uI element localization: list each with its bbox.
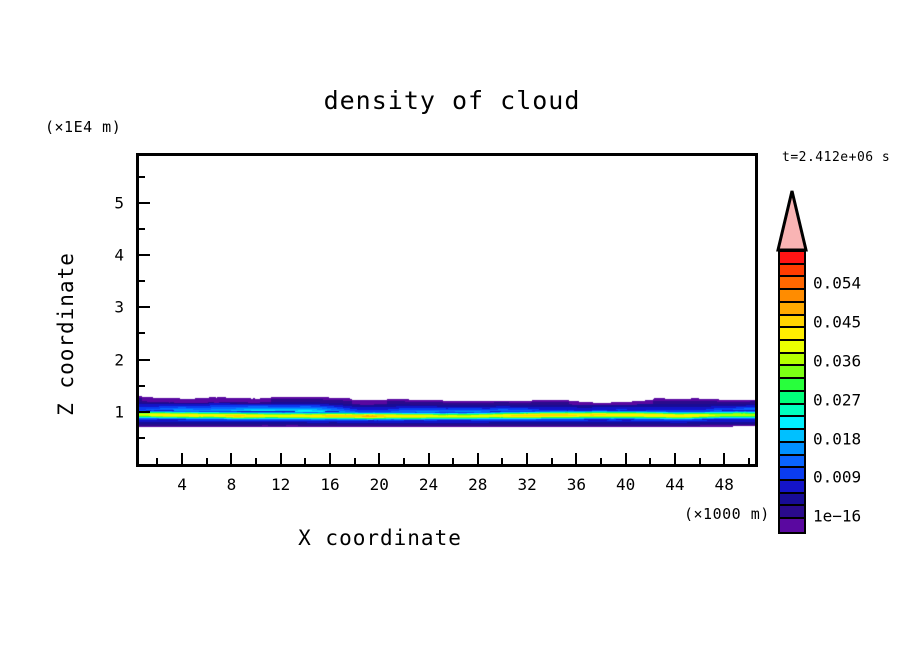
colorbar-band [780,290,804,303]
x-major-tick [328,453,331,464]
y-tick-label: 1 [114,402,124,422]
x-minor-tick [156,458,159,464]
colorbar-band [780,442,804,456]
y-tick-label: 2 [114,350,124,370]
colorbar-tick-label: 0.036 [813,351,862,371]
x-major-tick [230,453,233,464]
x-tick-label: 4 [177,475,187,494]
x-major-tick [427,453,430,464]
y-minor-tick [139,175,145,178]
x-major-tick [279,453,282,464]
x-major-tick [526,453,529,464]
y-axis-title: Z coordinate [54,252,78,416]
colorbar-band [780,430,804,443]
colorbar-band [780,379,804,392]
x-major-tick [723,453,726,464]
x-major-tick [476,453,479,464]
y-tick-label: 4 [114,245,124,265]
y-tick-label: 5 [114,193,124,213]
x-tick-label: 48 [714,475,734,494]
x-unit-label: (×1000 m) [684,505,770,523]
page-title: density of cloud [323,86,581,115]
y-major-tick [139,410,150,413]
colorbar-tick-label: 0.009 [813,467,862,487]
colorbar-tick-label: 0.054 [813,273,862,293]
x-minor-tick [649,458,652,464]
x-tick-label: 28 [468,475,488,494]
colorbar-band [780,366,804,380]
x-major-tick [624,453,627,464]
y-minor-tick [139,228,145,231]
x-minor-tick [402,458,405,464]
plot-area [139,156,755,464]
colorbar-band [780,341,804,354]
colorbar-band [780,302,804,316]
y-major-tick [139,306,150,309]
x-major-tick [673,453,676,464]
x-minor-tick [205,458,208,464]
colorbar-tick-label: 0.045 [813,312,862,332]
colorbar-band [780,252,804,265]
x-tick-label: 8 [226,475,237,494]
y-minor-tick [139,436,145,439]
x-tick-label: 40 [615,475,636,494]
x-tick-label: 36 [566,475,586,494]
colorbar-band [780,328,804,342]
x-minor-tick [255,458,258,464]
y-minor-tick [139,384,145,387]
x-major-tick [181,453,184,464]
x-tick-label: 12 [271,475,291,494]
colorbar-overflow-arrow [776,190,808,252]
x-axis-title: X coordinate [298,526,462,550]
plot-frame [136,153,758,467]
colorbar-band [780,404,804,418]
colorbar-band [780,519,804,532]
x-tick-label: 44 [665,475,685,494]
y-major-tick [139,254,150,257]
y-minor-tick [139,332,145,335]
x-tick-label: 24 [418,475,439,494]
x-minor-tick [698,458,701,464]
x-minor-tick [550,458,553,464]
colorbar-band [780,315,804,329]
colorbar-band [780,468,804,481]
x-minor-tick [600,458,602,464]
colorbar-band [780,480,804,494]
x-major-tick [378,453,381,464]
x-minor-tick [747,458,750,464]
colorbar-band [780,353,804,367]
x-tick-label: 20 [369,475,389,494]
x-minor-tick [353,458,356,464]
y-minor-tick [139,280,145,283]
y-unit-label: (×1E4 m) [45,118,122,136]
y-major-tick [139,358,150,361]
colorbar-band [780,391,804,405]
density-field-heatmap [139,156,755,464]
colorbar-band [780,493,804,507]
x-minor-tick [452,458,455,464]
colorbar-band [780,455,804,469]
x-tick-label: 32 [517,475,537,494]
x-major-tick [575,453,578,464]
colorbar-band [780,264,804,278]
colorbar-tick-label: 0.018 [813,429,862,449]
colorbar-band [780,417,804,431]
colorbar-band [780,277,804,291]
x-minor-tick [501,458,504,464]
y-major-tick [139,201,150,204]
colorbar-tick-label: 0.027 [813,390,862,410]
time-annotation: t=2.412e+06 s [782,150,891,165]
colorbar-bands [778,250,806,534]
x-tick-label: 16 [320,475,340,494]
x-minor-tick [304,458,307,464]
colorbar-tick-label: 1e−16 [813,506,862,526]
colorbar-band [780,506,804,520]
y-tick-label: 3 [114,297,124,317]
